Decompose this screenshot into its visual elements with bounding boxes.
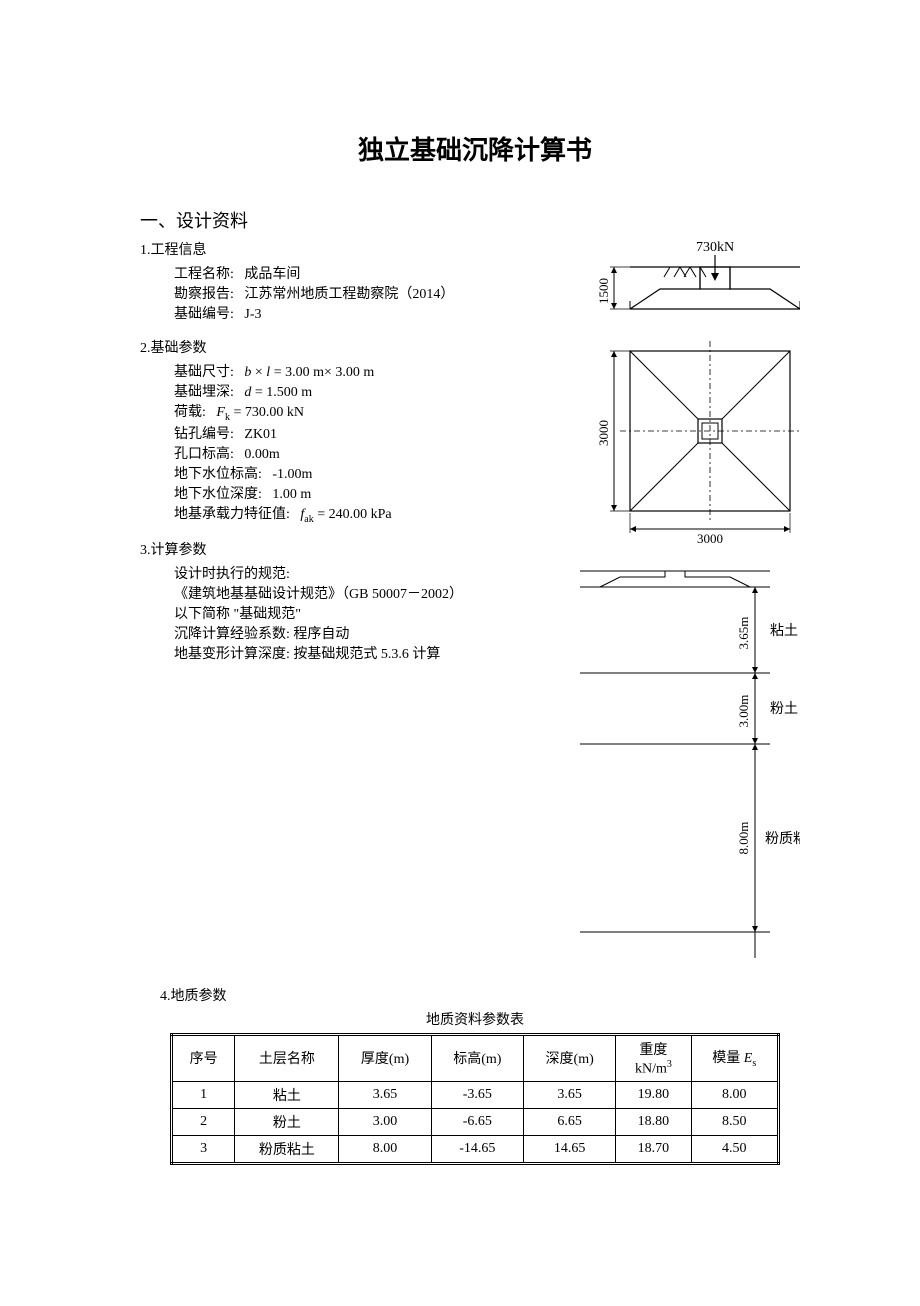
table-cell: -14.65 xyxy=(431,1135,523,1163)
s2-line: 基础埋深: d = 1.500 m xyxy=(174,381,560,401)
table-cell: 19.80 xyxy=(616,1081,691,1108)
s3-line: 以下简称 "基础规范" xyxy=(174,603,560,623)
s3-heading: 3.计算参数 xyxy=(140,539,560,559)
s1-item: 基础编号: J-3 xyxy=(174,303,560,323)
col-index: 序号 xyxy=(172,1035,235,1082)
s1-label: 工程名称: xyxy=(174,267,234,282)
col-thickness: 厚度(m) xyxy=(339,1035,431,1082)
s1-value: 江苏常州地质工程勘察院（2014） xyxy=(244,287,454,302)
s2-line: 荷载: Fk = 730.00 kN xyxy=(174,401,560,423)
soil-table: 序号 土层名称 厚度(m) 标高(m) 深度(m) 重度 kN/m3 模量 Es… xyxy=(170,1033,780,1165)
plan-diagram: 3000 3000 xyxy=(570,341,800,551)
table-cell: 粉质粘土 xyxy=(235,1135,339,1163)
col-elevation: 标高(m) xyxy=(431,1035,523,1082)
load-label: 730kN xyxy=(696,240,734,255)
table-cell: 18.70 xyxy=(616,1135,691,1163)
s2-line: 基础尺寸: b × l = 3.00 m× 3.00 m xyxy=(174,361,560,381)
s1-heading: 1.工程信息 xyxy=(140,239,560,259)
layer-thickness: 3.00m xyxy=(736,695,751,728)
plan-dim-v: 3000 xyxy=(596,420,611,446)
table-cell: 18.80 xyxy=(616,1108,691,1135)
plan-dim-h: 3000 xyxy=(697,531,723,546)
elev-dim: 1500 xyxy=(596,278,611,304)
layer-name: 粉土 xyxy=(770,701,798,717)
s2-heading: 2.基础参数 xyxy=(140,337,560,357)
section-1-heading: 一、设计资料 xyxy=(140,207,810,233)
table-cell: 8.50 xyxy=(691,1108,778,1135)
s3-line: 《建筑地基基础设计规范》（GB 50007－2002） xyxy=(174,583,560,603)
col-weight: 重度 kN/m3 xyxy=(616,1035,691,1082)
table-cell: 6.65 xyxy=(524,1108,616,1135)
table-row: 2粉土3.00-6.656.6518.808.50 xyxy=(172,1108,779,1135)
s1-item: 工程名称: 成品车间 xyxy=(174,263,560,283)
s3-line: 沉降计算经验系数: 程序自动 xyxy=(174,623,560,643)
s2-line: 地基承载力特征值: fak = 240.00 kPa xyxy=(174,503,560,525)
table-row: 1粘土3.65-3.653.6519.808.00 xyxy=(172,1081,779,1108)
table-cell: 粘土 xyxy=(235,1081,339,1108)
table-cell: -6.65 xyxy=(431,1108,523,1135)
s3-line: 地基变形计算深度: 按基础规范式 5.3.6 计算 xyxy=(174,643,560,663)
table-cell: 4.50 xyxy=(691,1135,778,1163)
s3-line: 设计时执行的规范: xyxy=(174,563,560,583)
elevation-diagram: 730kN xyxy=(570,239,800,329)
s4-heading: 4.地质参数 xyxy=(160,985,810,1005)
table-header-row: 序号 土层名称 厚度(m) 标高(m) 深度(m) 重度 kN/m3 模量 Es xyxy=(172,1035,779,1082)
table-cell: 8.00 xyxy=(691,1081,778,1108)
table-cell: 8.00 xyxy=(339,1135,431,1163)
s1-item: 勘察报告: 江苏常州地质工程勘察院（2014） xyxy=(174,283,560,303)
s2-line: 钻孔编号: ZK01 xyxy=(174,423,560,443)
layer-name: 粉质粘土 xyxy=(765,831,800,847)
table-cell: 3.00 xyxy=(339,1108,431,1135)
table-title: 地质资料参数表 xyxy=(140,1009,810,1029)
table-cell: 3.65 xyxy=(339,1081,431,1108)
s2-line: 孔口标高: 0.00m xyxy=(174,443,560,463)
col-soil-name: 土层名称 xyxy=(235,1035,339,1082)
table-cell: 1 xyxy=(172,1081,235,1108)
table-cell: 3 xyxy=(172,1135,235,1163)
table-cell: 14.65 xyxy=(524,1135,616,1163)
s1-label: 基础编号: xyxy=(174,307,234,322)
layer-name: 粘土 xyxy=(770,623,798,639)
table-cell: -3.65 xyxy=(431,1081,523,1108)
s2-line: 地下水位标高: -1.00m xyxy=(174,463,560,483)
table-cell: 3.65 xyxy=(524,1081,616,1108)
s2-line: 地下水位深度: 1.00 m xyxy=(174,483,560,503)
s1-label: 勘察报告: xyxy=(174,287,234,302)
table-cell: 粉土 xyxy=(235,1108,339,1135)
soil-profile-diagram: 3.65m 3.00m 8.00m 粘土 粉土 粉质粘土 xyxy=(570,563,800,963)
col-modulus: 模量 Es xyxy=(691,1035,778,1082)
table-row: 3粉质粘土8.00-14.6514.6518.704.50 xyxy=(172,1135,779,1163)
col-depth: 深度(m) xyxy=(524,1035,616,1082)
s1-value: 成品车间 xyxy=(244,267,300,282)
s1-value: J-3 xyxy=(244,307,261,322)
table-cell: 2 xyxy=(172,1108,235,1135)
doc-title: 独立基础沉降计算书 xyxy=(140,130,810,167)
layer-thickness: 8.00m xyxy=(736,822,751,855)
layer-thickness: 3.65m xyxy=(736,617,751,650)
